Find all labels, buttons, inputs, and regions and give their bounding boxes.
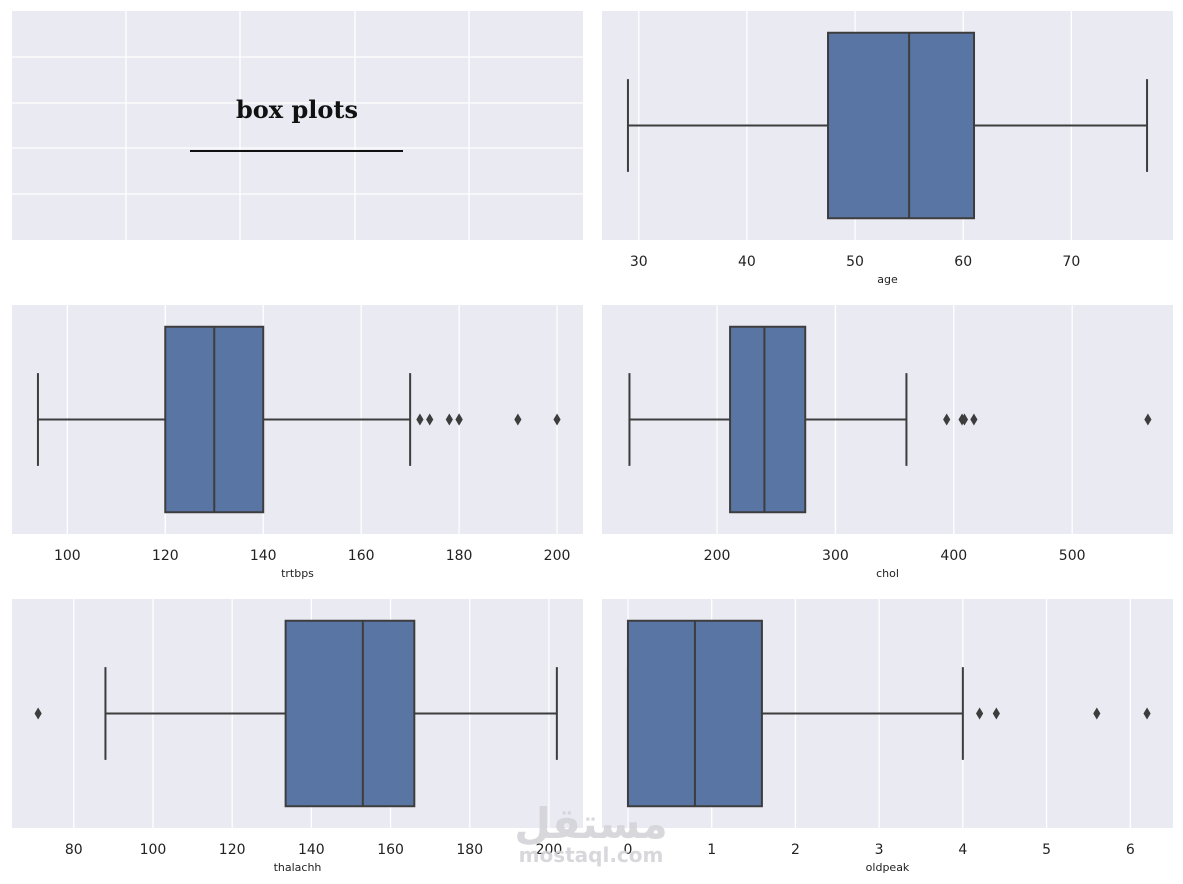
x-tick-label: 30 xyxy=(630,254,648,270)
outlier-point xyxy=(455,413,463,426)
x-tick-label: 180 xyxy=(446,548,473,564)
x-tick-label: 100 xyxy=(140,842,167,858)
x-axis-label: trtbps xyxy=(281,567,314,580)
x-tick-label: 140 xyxy=(298,842,325,858)
x-tick-label: 180 xyxy=(456,842,483,858)
x-tick-label: 80 xyxy=(65,842,83,858)
x-tick-label: 500 xyxy=(1059,548,1086,564)
x-tick-label: 160 xyxy=(377,842,404,858)
outlier-point xyxy=(970,413,978,426)
x-tick-label: 400 xyxy=(940,548,967,564)
x-axis-label: chol xyxy=(876,567,899,580)
x-tick-label: 0 xyxy=(623,842,632,858)
x-tick-label: 100 xyxy=(54,548,81,564)
box-iqr xyxy=(729,325,807,514)
figure-title: box plots xyxy=(236,95,358,124)
outlier-point xyxy=(975,707,984,720)
outlier-point xyxy=(1143,707,1151,720)
x-tick-label: 160 xyxy=(348,548,375,564)
x-tick-label: 50 xyxy=(846,254,864,270)
box-plot-chol: 200 300 400 500 chol xyxy=(602,305,1173,580)
watermark-arabic: مستقل xyxy=(514,799,668,848)
x-tick-label: 40 xyxy=(738,254,756,270)
box-iqr xyxy=(827,31,976,220)
x-tick-label: 6 xyxy=(1126,842,1135,858)
box-plot-trtbps: 100 120 140 160 180 200 trtbps xyxy=(12,305,583,580)
x-tick-label: 2 xyxy=(791,842,800,858)
watermark: مستقل mostaql.com xyxy=(514,799,668,867)
x-tick-label: 200 xyxy=(544,548,571,564)
x-tick-label: 5 xyxy=(1042,842,1051,858)
title-panel-background xyxy=(12,11,583,240)
box-iqr xyxy=(284,619,416,808)
outlier-point xyxy=(426,413,434,426)
x-axis-label: oldpeak xyxy=(866,861,910,874)
outlier-point xyxy=(514,413,522,426)
x-tick-label: 200 xyxy=(704,548,731,564)
x-tick-label: 120 xyxy=(152,548,179,564)
x-tick-label: 200 xyxy=(536,842,563,858)
x-tick-label: 120 xyxy=(219,842,246,858)
outlier-point xyxy=(445,413,453,426)
box-plot-age: 30 40 50 60 70 age xyxy=(602,11,1173,286)
outlier-point xyxy=(553,413,561,426)
x-tick-label: 70 xyxy=(1062,254,1080,270)
x-tick-label: 140 xyxy=(250,548,277,564)
outlier-point xyxy=(992,707,1000,720)
outlier-point xyxy=(34,707,42,720)
outlier-point xyxy=(1093,707,1101,720)
x-tick-label: 60 xyxy=(954,254,972,270)
watermark-url: mostaql.com xyxy=(519,843,664,867)
box-plot-oldpeak: 0 1 2 3 4 5 6 oldpeak xyxy=(602,599,1173,874)
outlier-point xyxy=(960,413,969,426)
title-panel-grid xyxy=(12,11,583,240)
x-tick-label: 3 xyxy=(875,842,884,858)
outlier-point xyxy=(943,413,951,426)
outlier-point xyxy=(416,413,424,426)
x-tick-label: 4 xyxy=(958,842,967,858)
box-plot-thalachh: 80 100 120 140 160 180 200 thalachh xyxy=(12,599,583,874)
x-axis-label: age xyxy=(877,273,898,286)
x-tick-label: 300 xyxy=(822,548,849,564)
x-tick-label: 1 xyxy=(707,842,716,858)
outlier-point xyxy=(1144,413,1152,426)
x-axis-label: thalachh xyxy=(274,861,322,874)
title-panel: box plots xyxy=(12,11,583,240)
